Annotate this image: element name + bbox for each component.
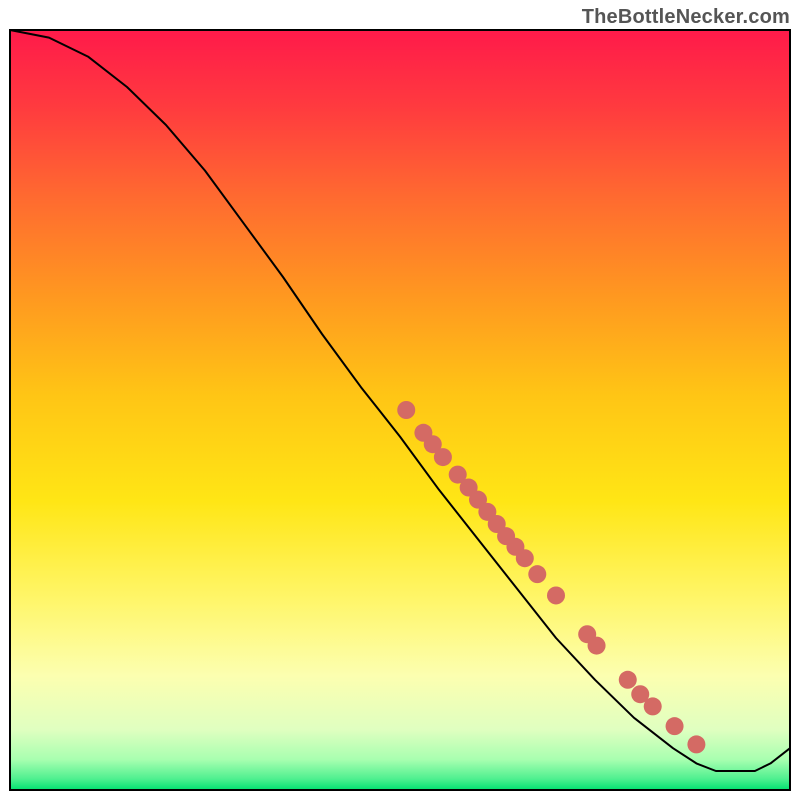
data-marker [434, 448, 452, 466]
data-marker [666, 717, 684, 735]
data-marker [516, 549, 534, 567]
watermark-text: TheBottleNecker.com [582, 6, 790, 29]
bottleneck-chart: TheBottleNecker.com [0, 0, 800, 800]
data-marker [528, 565, 546, 583]
data-marker [619, 671, 637, 689]
data-marker [687, 735, 705, 753]
data-marker [397, 401, 415, 419]
data-marker [588, 637, 606, 655]
chart-svg [0, 0, 800, 800]
data-marker [644, 697, 662, 715]
data-marker [547, 586, 565, 604]
